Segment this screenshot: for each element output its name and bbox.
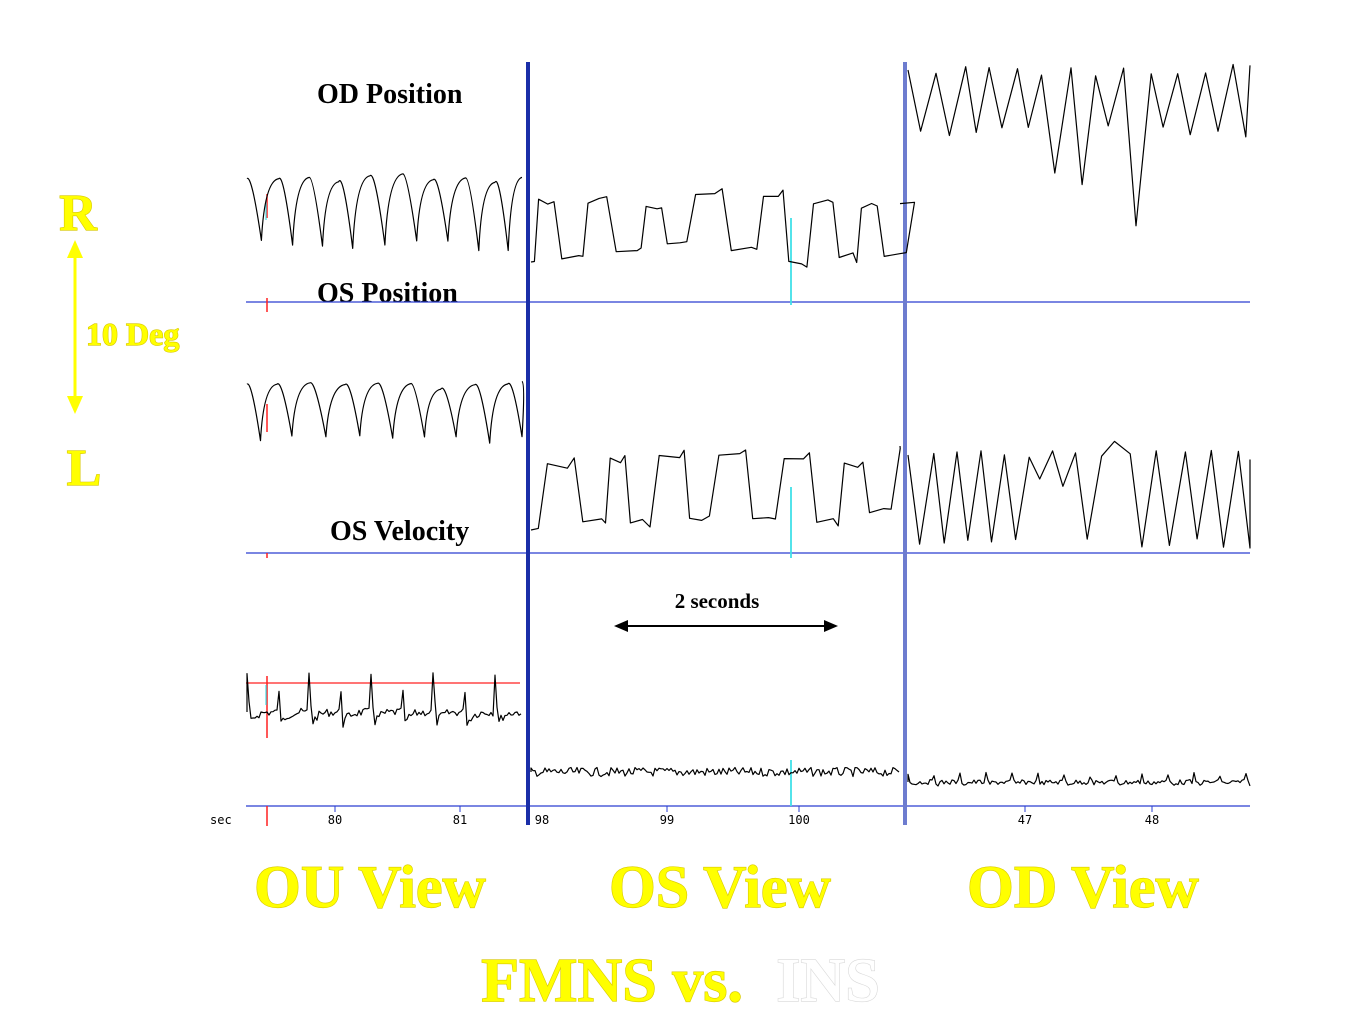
trace-os-od-position xyxy=(530,188,916,268)
trace-ou-od-position xyxy=(246,173,523,252)
x-unit-label: sec xyxy=(210,813,232,827)
trace-od-od-position xyxy=(907,63,1251,227)
scale-arrow-up-icon xyxy=(67,240,83,258)
tick-label-48: 48 xyxy=(1145,813,1159,827)
tick-label-99: 99 xyxy=(660,813,674,827)
time-scale-annotation: 2 seconds xyxy=(614,589,838,632)
trace-label-os-position: OS Position xyxy=(317,278,458,309)
scale-arrow-down-icon xyxy=(67,396,83,414)
panel-label-od-view: OD View xyxy=(967,854,1199,920)
traces xyxy=(246,63,1251,787)
tick-label-47: 47 xyxy=(1018,813,1032,827)
title-ins: INS xyxy=(776,947,879,1015)
title-fmns-vs: FMNS vs. xyxy=(481,947,743,1015)
panel-label-os-view: OS View xyxy=(609,854,831,920)
ou-markers xyxy=(246,194,520,826)
trace-od-os-position xyxy=(907,440,1251,549)
trace-label-od-position: OD Position xyxy=(317,79,463,110)
tick-label-98: 98 xyxy=(535,813,549,827)
tick-label-80: 80 xyxy=(328,813,342,827)
baselines xyxy=(246,301,1250,807)
tick-label-81: 81 xyxy=(453,813,467,827)
panel-label-ou-view: OU View xyxy=(254,854,486,920)
scale-indicator: R 10 Deg L xyxy=(59,184,180,497)
time-scale-label: 2 seconds xyxy=(675,589,760,613)
trace-ou-os-velocity xyxy=(246,672,522,728)
tick-label-100: 100 xyxy=(788,813,810,827)
trace-os-os-position xyxy=(530,445,901,531)
trace-os-os-velocity xyxy=(530,766,900,778)
scale-left-label: L xyxy=(67,440,102,497)
scale-amount-label: 10 Deg xyxy=(86,316,179,352)
time-scale-arrow-right-icon xyxy=(824,620,838,632)
scale-right-label: R xyxy=(59,185,98,242)
trace-ou-os-position xyxy=(246,380,525,444)
trace-od-os-velocity xyxy=(907,771,1251,787)
time-scale-arrow-left-icon xyxy=(614,620,628,632)
trace-label-os-velocity: OS Velocity xyxy=(330,516,469,547)
x-axis: sec 80 81 98 99 100 47 48 xyxy=(210,806,1159,827)
